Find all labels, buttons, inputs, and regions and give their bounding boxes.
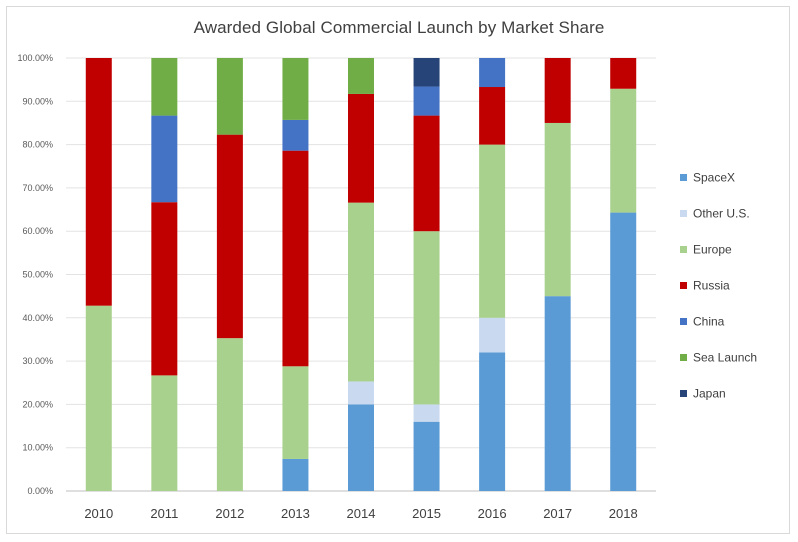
bar-segment: [151, 375, 178, 491]
bar-segment: [544, 58, 571, 123]
bar-segment: [413, 58, 440, 87]
legend-label: Sea Launch: [693, 351, 757, 365]
legend-swatch: [680, 390, 687, 397]
x-tick-label: 2018: [609, 506, 638, 521]
x-tick-label: 2015: [412, 506, 441, 521]
bar-segment: [282, 458, 309, 491]
bar-segment: [610, 58, 637, 89]
bar-segment: [413, 86, 440, 116]
bar-segment: [413, 404, 440, 422]
y-tick-label: 30.00%: [22, 356, 53, 366]
bar-segment: [348, 93, 374, 203]
legend-swatch: [680, 354, 687, 361]
bar-segment: [610, 88, 637, 213]
bar-segment: [282, 366, 309, 459]
y-tick-label: 70.00%: [22, 183, 53, 193]
y-tick-label: 100.00%: [17, 53, 53, 63]
bar-segment: [348, 202, 374, 382]
legend-label: Japan: [693, 387, 726, 401]
bar-segment: [413, 231, 440, 405]
bar-segment: [282, 58, 309, 120]
chart-frame: [6, 6, 790, 534]
bar-segment: [348, 58, 374, 94]
chart-title: Awarded Global Commercial Launch by Mark…: [193, 18, 605, 37]
bar-segment: [479, 317, 506, 353]
bar-segment: [85, 58, 112, 306]
bar-segment: [413, 421, 440, 491]
y-tick-label: 10.00%: [22, 443, 53, 453]
x-tick-label: 2013: [281, 506, 310, 521]
bar-segment: [479, 144, 506, 318]
y-tick-label: 50.00%: [22, 270, 53, 280]
bar-segment: [216, 58, 243, 135]
bar-segment: [216, 134, 243, 339]
legend-label: China: [693, 315, 725, 329]
legend-swatch: [680, 210, 687, 217]
x-tick-label: 2011: [150, 506, 178, 521]
bar-segment: [282, 119, 309, 151]
bar-segment: [151, 202, 178, 376]
bar-segment: [282, 150, 309, 367]
y-tick-label: 90.00%: [22, 96, 53, 106]
bar-segment: [85, 305, 112, 491]
y-tick-label: 20.00%: [22, 399, 53, 409]
x-tick-label: 2016: [478, 506, 507, 521]
legend-swatch: [680, 318, 687, 325]
bar-segment: [544, 122, 571, 297]
x-tick-label: 2010: [84, 506, 113, 521]
legend-swatch: [680, 282, 687, 289]
legend-swatch: [680, 246, 687, 253]
legend-label: Europe: [693, 243, 732, 257]
bar-segment: [348, 381, 374, 405]
y-tick-label: 0.00%: [27, 486, 53, 496]
legend-label: Russia: [693, 279, 730, 293]
bar-segment: [151, 58, 178, 116]
x-tick-label: 2017: [543, 506, 572, 521]
x-tick-label: 2012: [215, 506, 244, 521]
bar-segment: [479, 352, 506, 491]
legend-swatch: [680, 174, 687, 181]
bar-segment: [151, 115, 178, 203]
bar-segment: [479, 87, 506, 145]
bar-segment: [216, 338, 243, 491]
legend-label: SpaceX: [693, 171, 735, 185]
legend-label: Other U.S.: [693, 207, 750, 221]
y-tick-label: 60.00%: [22, 226, 53, 236]
bar-segment: [413, 115, 440, 232]
x-tick-label: 2014: [347, 506, 376, 521]
bar-segment: [544, 296, 571, 491]
y-tick-label: 80.00%: [22, 140, 53, 150]
y-tick-label: 40.00%: [22, 313, 53, 323]
bar-segment: [479, 58, 506, 88]
bar-segment: [610, 212, 637, 491]
bar-segment: [348, 404, 374, 491]
